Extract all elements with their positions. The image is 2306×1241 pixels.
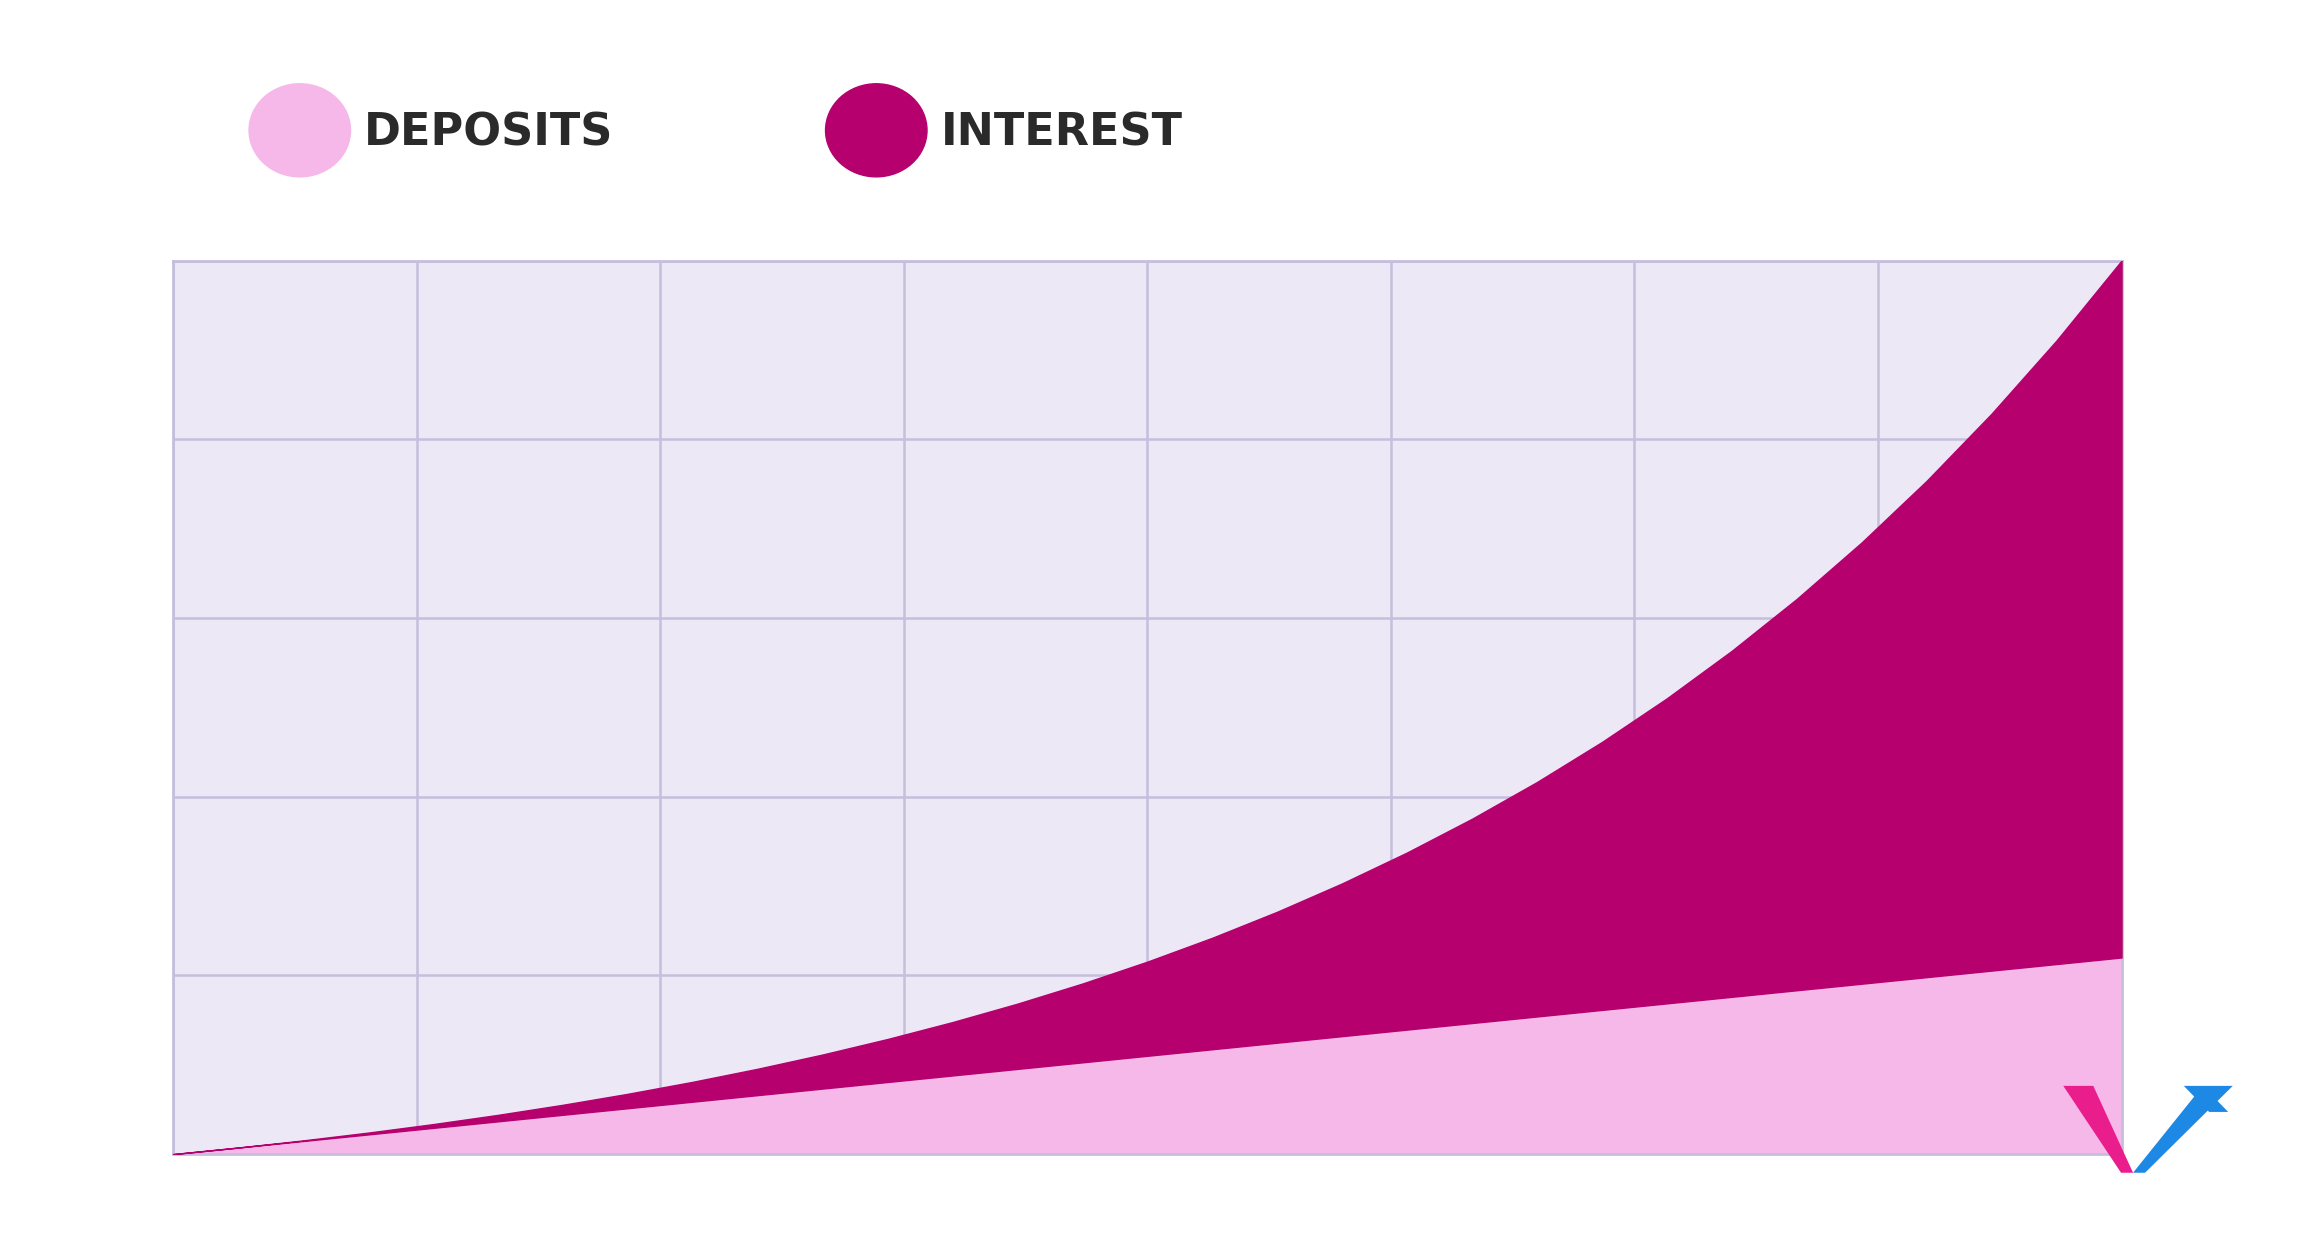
Text: INTEREST: INTEREST — [941, 112, 1183, 154]
Text: DEPOSITS: DEPOSITS — [364, 112, 613, 154]
